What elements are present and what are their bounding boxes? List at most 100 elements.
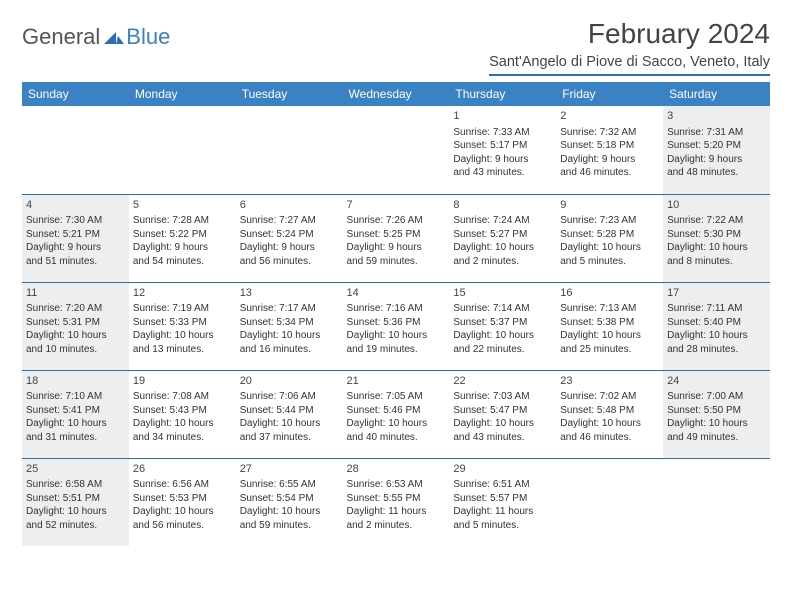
calendar-cell-empty: [236, 106, 343, 194]
day-number: 22: [453, 374, 552, 389]
day-number: 17: [667, 286, 766, 301]
calendar-cell: 8Sunrise: 7:24 AMSunset: 5:27 PMDaylight…: [449, 194, 556, 282]
sunrise-text: Sunrise: 7:23 AM: [560, 214, 659, 228]
daylight2-text: and 59 minutes.: [240, 519, 339, 533]
sunset-text: Sunset: 5:34 PM: [240, 316, 339, 330]
calendar-cell-empty: [22, 106, 129, 194]
day-number: 24: [667, 374, 766, 389]
daylight1-text: Daylight: 9 hours: [26, 241, 125, 255]
calendar-cell: 15Sunrise: 7:14 AMSunset: 5:37 PMDayligh…: [449, 282, 556, 370]
day-header: Friday: [556, 82, 663, 106]
daylight1-text: Daylight: 9 hours: [560, 153, 659, 167]
daylight1-text: Daylight: 10 hours: [560, 241, 659, 255]
sunrise-text: Sunrise: 7:14 AM: [453, 302, 552, 316]
sunrise-text: Sunrise: 7:26 AM: [347, 214, 446, 228]
sunset-text: Sunset: 5:51 PM: [26, 492, 125, 506]
calendar-cell: 18Sunrise: 7:10 AMSunset: 5:41 PMDayligh…: [22, 370, 129, 458]
sunset-text: Sunset: 5:28 PM: [560, 228, 659, 242]
sunrise-text: Sunrise: 7:27 AM: [240, 214, 339, 228]
day-header: Monday: [129, 82, 236, 106]
day-number: 26: [133, 462, 232, 477]
day-number: 4: [26, 198, 125, 213]
brand-part1: General: [22, 24, 100, 50]
daylight2-text: and 43 minutes.: [453, 431, 552, 445]
sunrise-text: Sunrise: 6:56 AM: [133, 478, 232, 492]
calendar-row: 18Sunrise: 7:10 AMSunset: 5:41 PMDayligh…: [22, 370, 770, 458]
daylight2-text: and 16 minutes.: [240, 343, 339, 357]
daylight2-text: and 46 minutes.: [560, 431, 659, 445]
sunrise-text: Sunrise: 7:11 AM: [667, 302, 766, 316]
daylight1-text: Daylight: 10 hours: [240, 417, 339, 431]
sunset-text: Sunset: 5:18 PM: [560, 139, 659, 153]
calendar-cell: 29Sunrise: 6:51 AMSunset: 5:57 PMDayligh…: [449, 458, 556, 546]
calendar-cell-empty: [663, 458, 770, 546]
sunrise-text: Sunrise: 7:32 AM: [560, 126, 659, 140]
logo-arrow-icon: [104, 24, 124, 50]
sunrise-text: Sunrise: 7:02 AM: [560, 390, 659, 404]
calendar-cell: 17Sunrise: 7:11 AMSunset: 5:40 PMDayligh…: [663, 282, 770, 370]
daylight2-text: and 28 minutes.: [667, 343, 766, 357]
daylight2-text: and 59 minutes.: [347, 255, 446, 269]
day-number: 18: [26, 374, 125, 389]
day-number: 7: [347, 198, 446, 213]
day-number: 25: [26, 462, 125, 477]
calendar-cell-empty: [129, 106, 236, 194]
sunset-text: Sunset: 5:37 PM: [453, 316, 552, 330]
sunset-text: Sunset: 5:40 PM: [667, 316, 766, 330]
daylight1-text: Daylight: 9 hours: [667, 153, 766, 167]
daylight2-text: and 43 minutes.: [453, 166, 552, 180]
brand-logo: General Blue: [22, 18, 170, 50]
sunset-text: Sunset: 5:36 PM: [347, 316, 446, 330]
daylight1-text: Daylight: 10 hours: [453, 417, 552, 431]
sunset-text: Sunset: 5:21 PM: [26, 228, 125, 242]
calendar-cell: 6Sunrise: 7:27 AMSunset: 5:24 PMDaylight…: [236, 194, 343, 282]
calendar-cell: 5Sunrise: 7:28 AMSunset: 5:22 PMDaylight…: [129, 194, 236, 282]
daylight2-text: and 56 minutes.: [133, 519, 232, 533]
day-number: 12: [133, 286, 232, 301]
day-number: 29: [453, 462, 552, 477]
sunset-text: Sunset: 5:20 PM: [667, 139, 766, 153]
daylight2-text: and 46 minutes.: [560, 166, 659, 180]
sunrise-text: Sunrise: 7:19 AM: [133, 302, 232, 316]
daylight1-text: Daylight: 10 hours: [667, 241, 766, 255]
day-number: 3: [667, 109, 766, 124]
sunrise-text: Sunrise: 7:08 AM: [133, 390, 232, 404]
day-number: 27: [240, 462, 339, 477]
sunset-text: Sunset: 5:47 PM: [453, 404, 552, 418]
sunset-text: Sunset: 5:17 PM: [453, 139, 552, 153]
daylight1-text: Daylight: 10 hours: [453, 329, 552, 343]
daylight2-text: and 8 minutes.: [667, 255, 766, 269]
calendar-row: 1Sunrise: 7:33 AMSunset: 5:17 PMDaylight…: [22, 106, 770, 194]
day-header-row: Sunday Monday Tuesday Wednesday Thursday…: [22, 82, 770, 106]
daylight1-text: Daylight: 10 hours: [240, 505, 339, 519]
day-number: 5: [133, 198, 232, 213]
calendar-cell: 10Sunrise: 7:22 AMSunset: 5:30 PMDayligh…: [663, 194, 770, 282]
day-number: 23: [560, 374, 659, 389]
sunrise-text: Sunrise: 7:31 AM: [667, 126, 766, 140]
sunset-text: Sunset: 5:25 PM: [347, 228, 446, 242]
day-number: 2: [560, 109, 659, 124]
daylight2-text: and 49 minutes.: [667, 431, 766, 445]
day-number: 14: [347, 286, 446, 301]
day-number: 15: [453, 286, 552, 301]
day-number: 28: [347, 462, 446, 477]
day-number: 6: [240, 198, 339, 213]
sunset-text: Sunset: 5:46 PM: [347, 404, 446, 418]
calendar-row: 4Sunrise: 7:30 AMSunset: 5:21 PMDaylight…: [22, 194, 770, 282]
daylight2-text: and 54 minutes.: [133, 255, 232, 269]
sunrise-text: Sunrise: 6:55 AM: [240, 478, 339, 492]
sunrise-text: Sunrise: 6:51 AM: [453, 478, 552, 492]
calendar-cell: 27Sunrise: 6:55 AMSunset: 5:54 PMDayligh…: [236, 458, 343, 546]
calendar-cell: 20Sunrise: 7:06 AMSunset: 5:44 PMDayligh…: [236, 370, 343, 458]
sunset-text: Sunset: 5:54 PM: [240, 492, 339, 506]
sunrise-text: Sunrise: 7:28 AM: [133, 214, 232, 228]
calendar-cell: 26Sunrise: 6:56 AMSunset: 5:53 PMDayligh…: [129, 458, 236, 546]
sunrise-text: Sunrise: 7:17 AM: [240, 302, 339, 316]
daylight1-text: Daylight: 10 hours: [347, 329, 446, 343]
daylight2-text: and 10 minutes.: [26, 343, 125, 357]
daylight1-text: Daylight: 10 hours: [667, 417, 766, 431]
day-header: Wednesday: [343, 82, 450, 106]
calendar-cell: 9Sunrise: 7:23 AMSunset: 5:28 PMDaylight…: [556, 194, 663, 282]
daylight2-text: and 22 minutes.: [453, 343, 552, 357]
day-header: Saturday: [663, 82, 770, 106]
